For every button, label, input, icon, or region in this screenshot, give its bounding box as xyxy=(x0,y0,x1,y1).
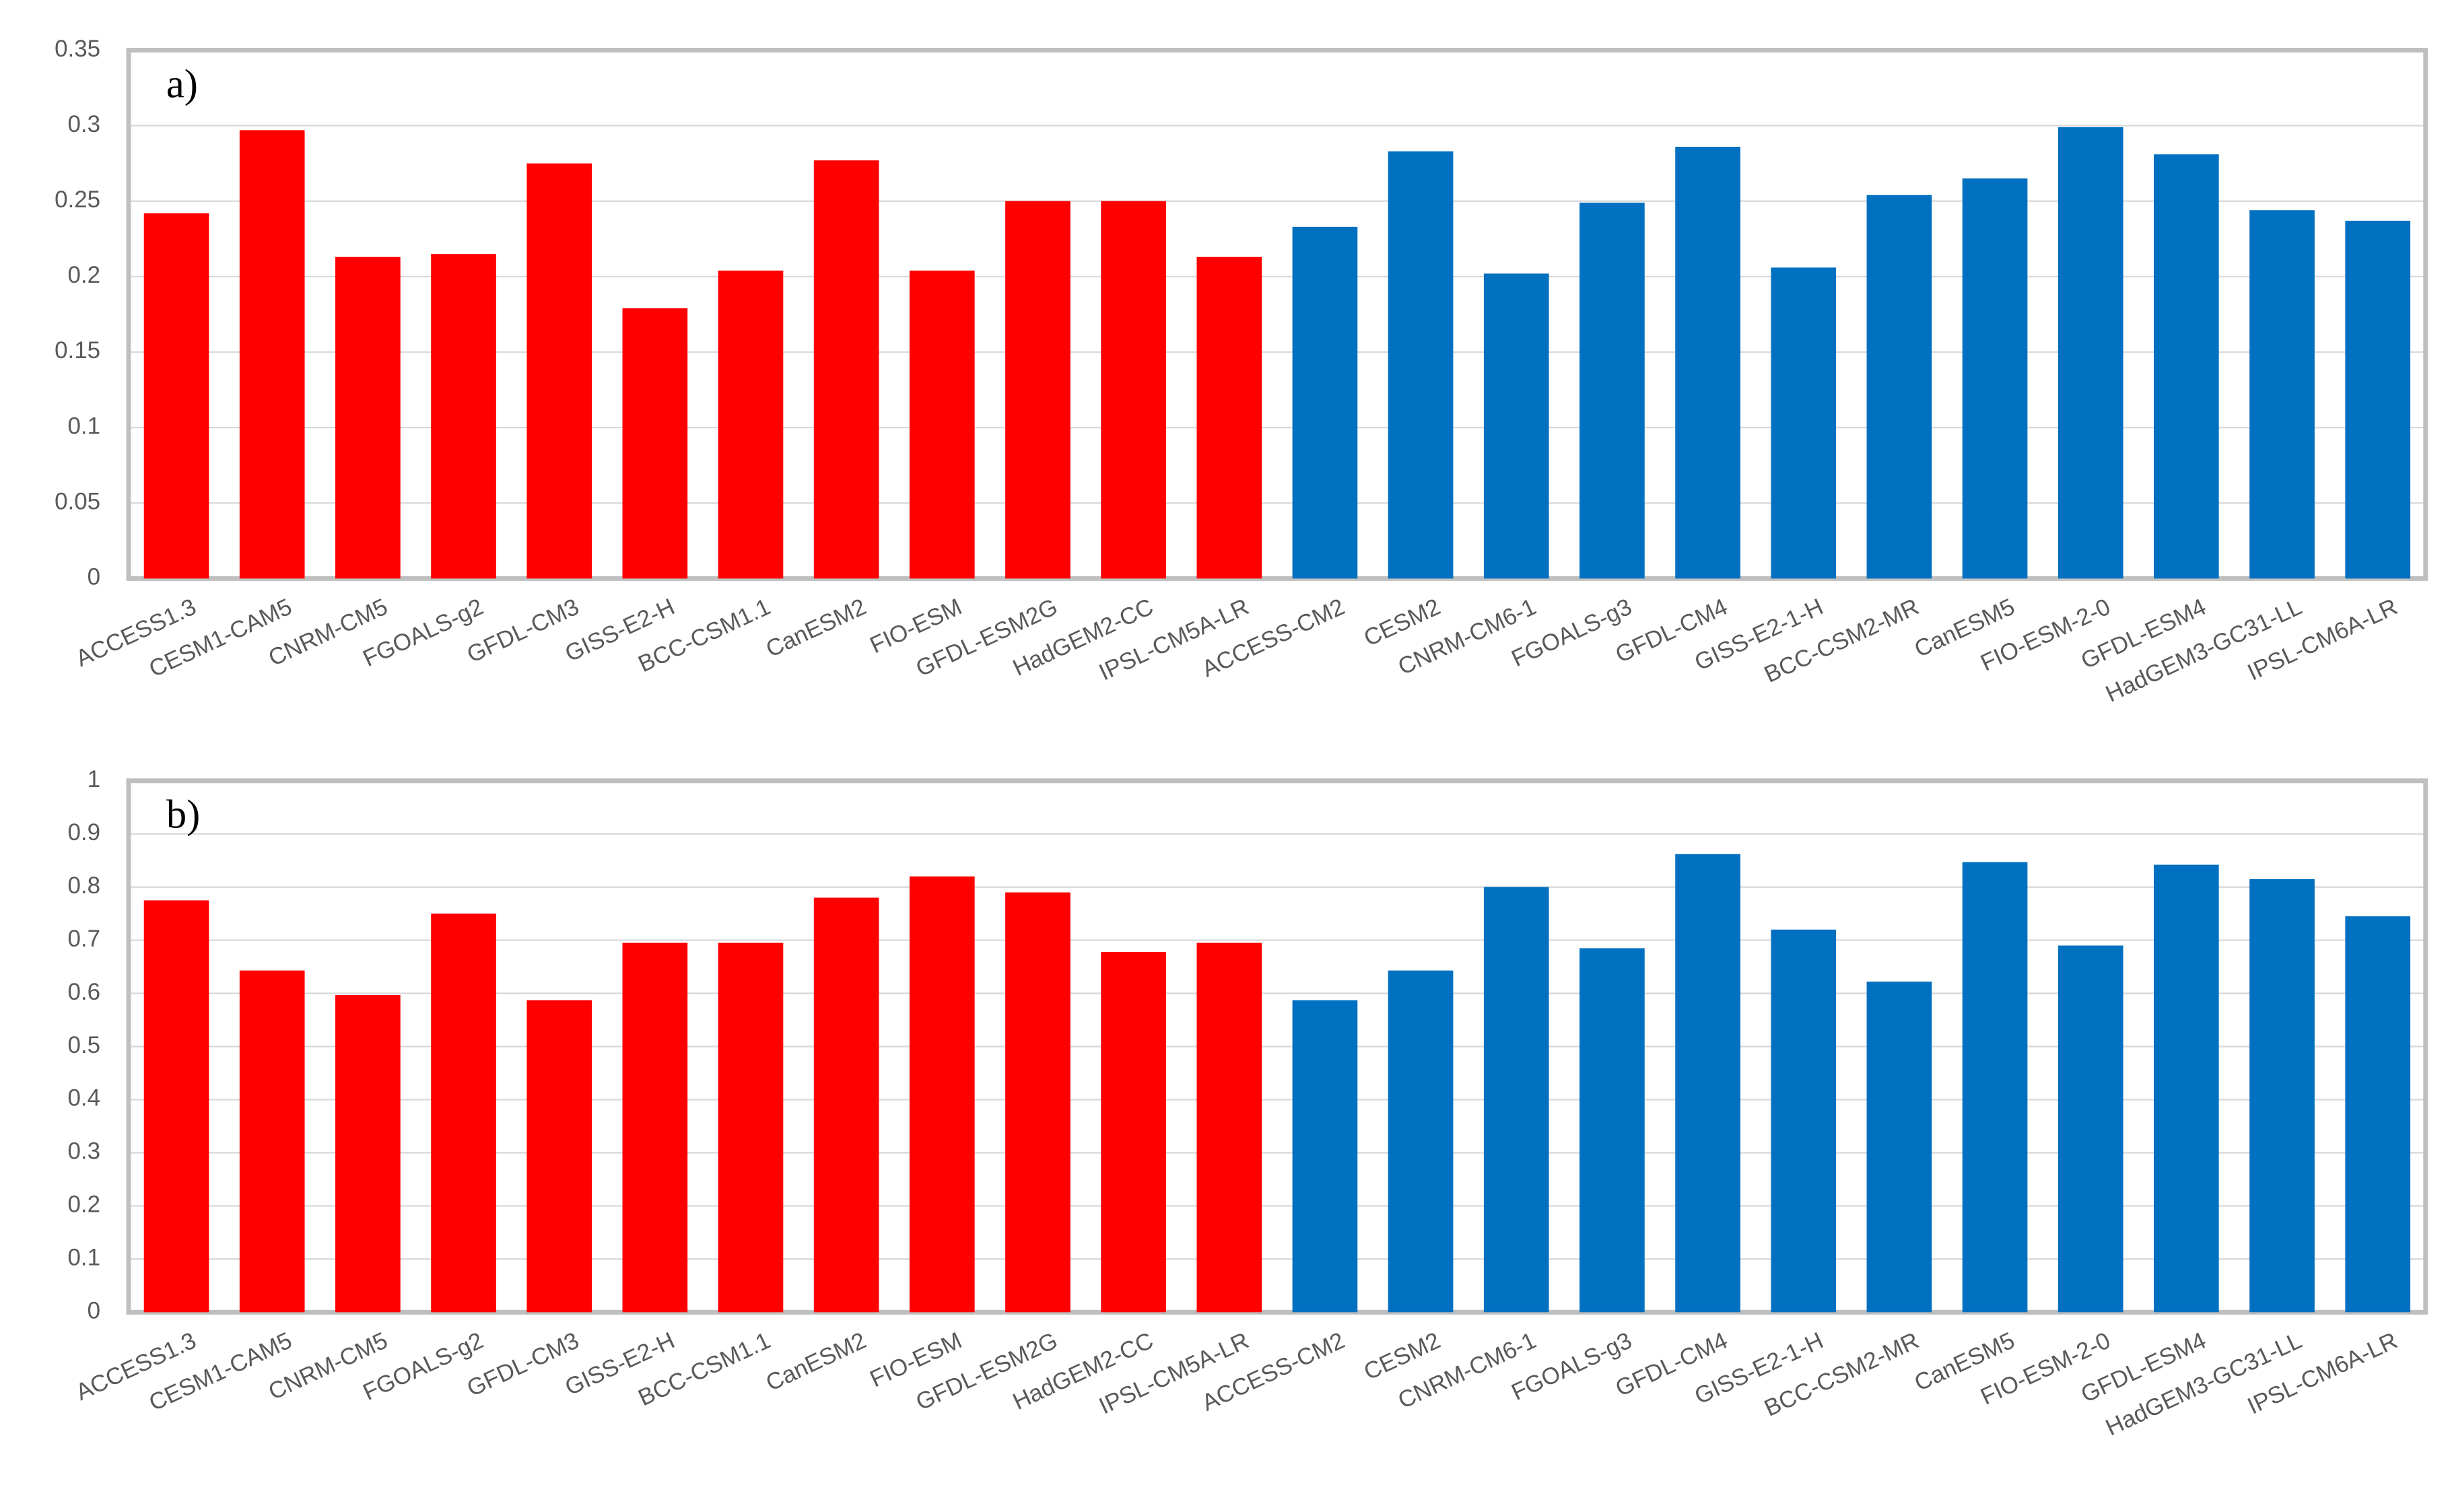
x-tick-label: CanESM2 xyxy=(762,1327,871,1396)
bar xyxy=(1196,256,1262,579)
bar xyxy=(1675,854,1740,1313)
y-tick-label: 0.3 xyxy=(67,1138,100,1165)
bar xyxy=(1005,201,1071,579)
panel-label: a) xyxy=(166,61,198,106)
y-tick-label: 0.05 xyxy=(55,488,100,514)
bar xyxy=(143,900,209,1313)
y-tick-label: 0 xyxy=(88,1298,100,1324)
y-tick-label: 0.6 xyxy=(67,979,100,1005)
bar xyxy=(909,876,975,1313)
bar xyxy=(2249,879,2315,1313)
y-tick-label: 0.25 xyxy=(55,186,100,213)
bar xyxy=(431,914,496,1313)
y-tick-label: 0.1 xyxy=(67,413,100,439)
bar xyxy=(526,1000,592,1313)
bar xyxy=(1292,1000,1358,1313)
bar xyxy=(526,163,592,579)
bar xyxy=(1771,929,1837,1313)
bar xyxy=(1675,147,1740,579)
y-tick-label: 0.3 xyxy=(67,111,100,137)
panel-label: b) xyxy=(166,792,200,837)
y-tick-label: 0 xyxy=(88,564,100,590)
bar xyxy=(143,213,209,579)
bar xyxy=(718,942,784,1313)
bar xyxy=(1196,942,1262,1313)
y-tick-label: 1 xyxy=(88,766,100,792)
bar xyxy=(813,897,879,1313)
bar xyxy=(1101,952,1166,1313)
bar xyxy=(1962,178,2028,579)
y-tick-label: 0.2 xyxy=(67,1192,100,1218)
bar xyxy=(1005,892,1071,1313)
bar xyxy=(2058,127,2124,579)
bar xyxy=(239,970,305,1313)
bar xyxy=(2345,220,2410,579)
bar xyxy=(1483,273,1549,579)
bar xyxy=(239,130,305,579)
y-tick-label: 0.15 xyxy=(55,337,100,364)
bar xyxy=(335,994,401,1313)
bar xyxy=(1388,151,1454,579)
bar xyxy=(335,256,401,579)
bar xyxy=(1962,862,2028,1313)
bar xyxy=(1483,887,1549,1313)
y-tick-label: 0.2 xyxy=(67,262,100,288)
y-tick-label: 0.9 xyxy=(67,819,100,846)
plot-frame xyxy=(126,778,2428,1315)
bar xyxy=(1579,203,1645,579)
bar xyxy=(2154,864,2219,1313)
bar xyxy=(431,254,496,579)
y-tick-label: 0.8 xyxy=(67,872,100,899)
bar xyxy=(2058,945,2124,1313)
bar xyxy=(1579,948,1645,1313)
bar xyxy=(1388,970,1454,1313)
bar xyxy=(813,160,879,579)
bar xyxy=(1866,195,1932,579)
bar xyxy=(1292,226,1358,579)
bar xyxy=(1771,267,1837,579)
y-tick-label: 0.7 xyxy=(67,926,100,952)
bar xyxy=(718,270,784,579)
y-tick-label: 0.35 xyxy=(55,36,100,62)
bar xyxy=(2249,210,2315,579)
bar xyxy=(2154,154,2219,579)
x-tick-label: CanESM2 xyxy=(762,594,871,663)
bar xyxy=(622,942,688,1313)
y-tick-label: 0.1 xyxy=(67,1245,100,1271)
bar xyxy=(622,308,688,579)
bar xyxy=(909,270,975,579)
plot-frame xyxy=(126,48,2428,581)
y-tick-label: 0.5 xyxy=(67,1032,100,1058)
bar xyxy=(2345,916,2410,1313)
bar xyxy=(1101,201,1166,579)
y-tick-label: 0.4 xyxy=(67,1085,100,1111)
bar xyxy=(1866,982,1932,1313)
